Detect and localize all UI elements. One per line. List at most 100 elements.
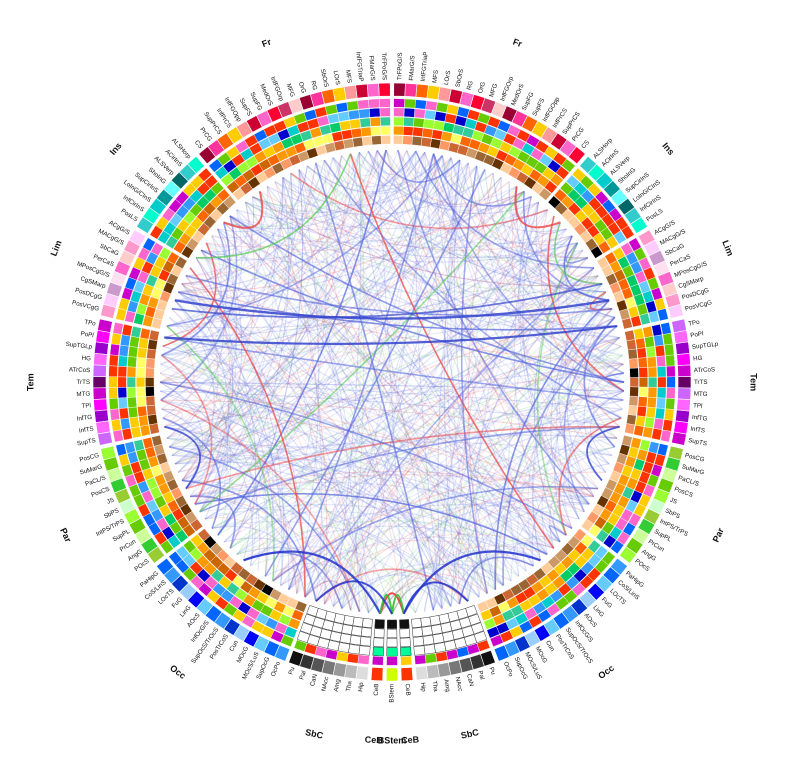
measure-track-cell	[145, 358, 156, 369]
region-label: SbPS	[664, 507, 681, 520]
connection-link	[414, 151, 443, 609]
measure-track-cell	[349, 118, 361, 130]
measure-track-cell	[393, 135, 404, 145]
connection-link	[341, 152, 426, 609]
connection-link	[589, 390, 625, 465]
measure-track-cell	[341, 624, 354, 635]
connection-link	[166, 437, 555, 549]
measure-track-cell	[425, 100, 438, 111]
measure-track-cell	[128, 346, 139, 358]
measure-track-cell	[112, 429, 124, 443]
connection-link	[332, 152, 362, 607]
measure-track-cell	[352, 616, 364, 628]
connection-link	[563, 316, 616, 513]
connection-link	[161, 354, 480, 598]
region-label: LinG	[591, 604, 605, 619]
connection-link	[522, 201, 580, 520]
connection-link	[314, 162, 435, 611]
region-label: InfTG	[692, 414, 708, 423]
connection-link	[211, 520, 469, 602]
region-label: PosVCgG	[71, 299, 100, 312]
region-label: PoPl	[80, 330, 94, 339]
measure-track-cell	[635, 337, 646, 349]
measure-track-cell	[624, 329, 636, 342]
lobe-ring-segment	[92, 376, 107, 389]
connection-link	[280, 536, 541, 586]
region-label: SupTGLp	[65, 341, 93, 351]
connection-link	[358, 152, 606, 293]
connection-link	[267, 172, 494, 216]
region-label: CaN	[465, 673, 475, 687]
measure-track-cell	[151, 317, 163, 330]
region-label: ATrCoS	[69, 366, 91, 374]
measure-track-cell	[214, 165, 229, 180]
region-label: PosDCgG	[681, 287, 710, 302]
region-label: TPl	[693, 402, 703, 410]
measure-track-cell	[665, 354, 676, 367]
connection-link	[332, 157, 606, 293]
connection-link	[171, 157, 452, 456]
connection-link	[252, 196, 567, 249]
lobe-ring-segment	[426, 84, 441, 101]
region-label: Cun	[228, 639, 240, 653]
lobe-ring-segment	[675, 341, 690, 355]
connection-link	[178, 363, 624, 473]
measure-track-cell	[559, 181, 574, 196]
connection-link	[204, 504, 541, 561]
connection-link	[178, 291, 618, 331]
region-label: SbPS	[103, 507, 120, 520]
connection-link	[236, 547, 352, 611]
measure-track-cell	[346, 100, 359, 111]
connection-link	[160, 228, 228, 401]
connection-link	[177, 155, 343, 473]
connection-link	[204, 517, 267, 577]
measure-track-cell	[145, 367, 155, 378]
connection-link	[174, 275, 599, 465]
connection-link	[217, 152, 426, 536]
connection-link	[565, 242, 589, 264]
connection-link	[424, 152, 624, 401]
measure-track-cell	[656, 397, 666, 409]
measure-track-cell	[421, 127, 434, 139]
connection-link	[424, 152, 610, 301]
measure-track-cell	[148, 423, 160, 435]
connection-links	[159, 149, 625, 615]
connection-link	[406, 150, 435, 174]
connection-link	[349, 153, 443, 609]
region-label: SbOrS	[319, 68, 330, 88]
connection-link	[391, 593, 405, 615]
connection-link	[259, 191, 504, 586]
lobe-label: SbC	[304, 727, 324, 741]
connection-link	[236, 191, 525, 555]
lobe-ring-segment	[332, 662, 347, 678]
connection-link	[159, 176, 502, 383]
connection-link	[159, 372, 298, 594]
measure-track-cell	[133, 312, 145, 326]
lobe-label: Lim	[48, 239, 63, 258]
connection-link	[181, 150, 378, 481]
lobe-ring-segment	[609, 557, 628, 576]
measure-track-cell	[147, 339, 158, 351]
measure-track-cell	[115, 308, 127, 322]
lobe-label: Occ	[168, 663, 188, 681]
connection-link	[194, 363, 624, 505]
connection-link	[548, 525, 567, 543]
connection-link	[162, 417, 221, 529]
region-label: HG	[693, 355, 703, 363]
connection-link	[160, 162, 317, 365]
connection-link	[211, 526, 306, 598]
connection-link	[164, 426, 480, 598]
measure-track-cell	[327, 639, 340, 652]
connection-link	[288, 215, 555, 590]
region-label: PosDCgG	[74, 287, 103, 302]
connection-link	[185, 274, 613, 317]
region-label: PosCS	[90, 486, 110, 499]
lobe-label: Occ	[596, 663, 616, 681]
lobe-ring-segment	[136, 216, 154, 234]
region-label: PaCL/S	[677, 475, 699, 488]
connection-link	[162, 242, 578, 419]
region-label: TPo	[84, 319, 97, 328]
measure-track-cell	[190, 518, 204, 532]
region-label: NAcc	[320, 676, 330, 692]
